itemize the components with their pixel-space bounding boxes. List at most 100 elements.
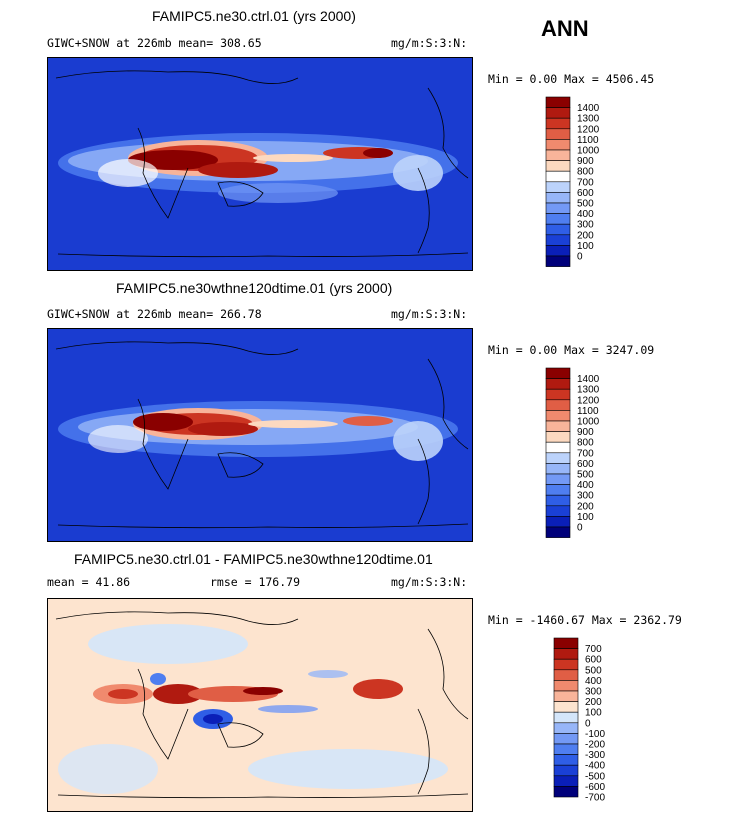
panel1-title: FAMIPC5.ne30.ctrl.01 (yrs 2000) [152,8,356,24]
colorbar-box [553,733,579,745]
panel1-minmax: Min = 0.00 Max = 4506.45 [488,72,655,86]
colorbar-tick-label: 1300 [577,385,600,396]
colorbar-tick-label: 1400 [577,374,600,385]
colorbar-tick-label: 1300 [577,114,600,125]
colorbar-tick-label: 1000 [577,417,600,428]
colorbar-tick-label: 800 [577,167,594,178]
colorbar-tick-label: 200 [577,230,594,241]
colorbar-box [545,181,571,193]
panel3-units: mg/m:S:3:N: [391,575,468,589]
colorbar-box [553,680,579,692]
colorbar-tick-label: 700 [577,177,594,188]
colorbar-box [545,378,571,390]
colorbar-tick-label: -600 [585,782,605,793]
colorbar-box [553,786,579,798]
colorbar-tick-label: -100 [585,729,605,740]
colorbar-box [553,711,579,724]
colorbar-tick-label: -300 [585,750,605,761]
panel1-map [47,57,473,271]
colorbar-tick-label: 100 [585,708,602,719]
colorbar-tick-label: 400 [577,209,594,220]
colorbar-box [553,690,579,702]
colorbar-box [553,743,579,755]
panel2-title: FAMIPC5.ne30wthne120dtime.01 (yrs 2000) [116,280,393,296]
colorbar-tick-label: 1400 [577,103,600,114]
colorbar-tick-label: 500 [585,665,602,676]
colorbar-tick-label: -700 [585,793,605,804]
colorbar-box [545,170,571,183]
panel3-map [47,598,473,812]
colorbar-box [545,494,571,507]
colorbar-tick-label: 1100 [577,406,599,417]
colorbar-box [545,484,571,496]
panel1-map-svg [48,58,472,270]
panel3-rmse: rmse = 176.79 [210,575,301,589]
colorbar-tick-label: 100 [577,512,594,523]
season-label: ANN [541,16,589,41]
colorbar-box [545,139,571,151]
colorbar-box [545,473,571,485]
colorbar-tick-label: 0 [585,718,591,729]
colorbar-box [545,117,571,130]
colorbar-tick-label: 200 [585,697,602,708]
colorbar-tick-label: 500 [577,199,594,210]
colorbar-box [545,420,571,432]
colorbar-box [545,516,571,528]
colorbar-tick-label: 0 [577,523,583,534]
colorbar-tick-label: 200 [577,501,594,512]
colorbar-box [545,255,571,267]
panel3-colorbar: 7006005004003002001000-100-200-300-400-5… [553,637,605,804]
colorbar-tick-label: 1000 [577,146,600,157]
panel2-minmax: Min = 0.00 Max = 3247.09 [488,343,655,357]
colorbar-box [545,245,571,257]
panel2-variable-mean: GIWC+SNOW at 226mb mean= 266.78 [47,307,262,321]
colorbar-box [545,505,571,517]
colorbar-box [545,388,571,401]
colorbar-box [553,764,579,777]
colorbar-tick-label: 500 [577,470,594,481]
colorbar-box [545,367,571,379]
panel3-mean: mean = 41.86 [47,575,131,589]
colorbar-tick-label: 800 [577,438,594,449]
colorbar-tick-label: 400 [577,480,594,491]
colorbar-box [545,234,571,246]
colorbar-box [545,192,571,204]
colorbar-tick-label: 600 [585,655,602,666]
colorbar-tick-label: 1100 [577,135,599,146]
colorbar-box [545,223,571,236]
colorbar-box [553,669,579,681]
colorbar-tick-label: 900 [577,427,594,438]
panel2-colorbar: 1400130012001100100090080070060050040030… [545,367,600,538]
colorbar-box [545,441,571,454]
colorbar-box [545,213,571,225]
colorbar-box [545,128,571,140]
colorbar-box [545,96,571,108]
colorbar-box [553,637,579,649]
panel2-map-svg [48,329,472,541]
colorbar-tick-label: 400 [585,676,602,687]
colorbar-box [553,701,579,713]
colorbar-tick-label: 300 [577,220,594,231]
panel1-units: mg/m:S:3:N: [391,36,468,50]
panel1-colorbar: 1400130012001100100090080070060050040030… [545,96,600,267]
colorbar-box [553,754,579,766]
colorbar-box [553,775,579,787]
colorbar-tick-label: 100 [577,241,594,252]
colorbar-tick-label: 600 [577,459,594,470]
colorbar-tick-label: 300 [577,491,594,502]
colorbar-box [553,658,579,671]
colorbar-box [545,431,571,443]
colorbar-tick-label: 1200 [577,395,600,406]
colorbar-box [545,410,571,422]
colorbar-tick-label: -500 [585,771,605,782]
panel2-map [47,328,473,542]
colorbar-tick-label: 300 [585,687,602,698]
colorbar-box [545,526,571,538]
colorbar-box [545,107,571,119]
colorbar-box [553,722,579,734]
colorbar-box [553,648,579,660]
panel3-minmax: Min = -1460.67 Max = 2362.79 [488,613,682,627]
panel1-variable-mean: GIWC+SNOW at 226mb mean= 308.65 [47,36,262,50]
colorbar-tick-label: -200 [585,740,605,751]
colorbar-box [545,399,571,411]
